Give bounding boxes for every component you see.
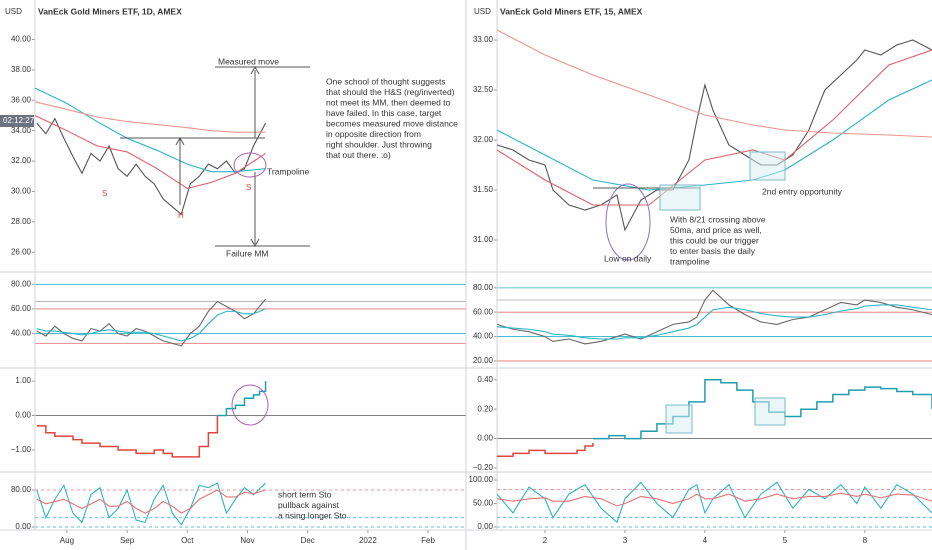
y-tick-label: 28.00 [11,217,32,226]
note-line: One school of thought suggests [326,76,446,86]
y-tick-label: 38.00 [11,65,32,74]
drawings [0,65,786,434]
series-line [496,289,932,345]
note-line: short term Sto [278,489,332,499]
y-tick-label: 36.00 [11,95,32,104]
y-tick-label: 1.00 [15,376,31,385]
y-tick-label: 100.00 [469,475,494,484]
x-tick-label: 5 [783,536,788,545]
y-tick-label: 80.00 [473,283,494,292]
note-line: a rising longer Sto [278,510,347,520]
y-tick-label: 26.00 [11,247,32,256]
series-line [496,492,932,507]
x-tick-label: 8 [863,536,868,545]
note-line: in opposite direction from [326,129,421,139]
y-tick-label: 80.00 [11,485,32,494]
y-tick-label: 0.20 [477,404,493,413]
series-line [36,117,267,216]
y-tick-label: 50.00 [473,499,494,508]
annotation: 2nd entry opportunity [762,186,843,196]
y-tick-label: 0.00 [477,434,493,443]
y-tick-label: 32.00 [473,135,494,144]
y-tick-label: 34.00 [11,126,32,135]
y-tick-label: 40.00 [11,329,32,338]
note-line: With 8/21 crossing above [670,214,766,224]
y-tick-label: 30.00 [11,187,32,196]
annotation: Trampoline [267,166,309,176]
currency: USD [5,7,22,16]
series-line [36,489,266,514]
note-line: have failed. In this case, target [326,108,442,118]
note-line: trampoline [670,256,710,266]
x-tick-label: Oct [181,536,194,545]
y-tick-label: 32.00 [11,156,32,165]
note-line: 50ma, and price as well, [670,225,762,235]
y-tick-label: 0.00 [15,522,31,531]
price-label: 02:12:27 [3,116,35,125]
series-line [36,415,219,458]
annotation: H [178,211,184,220]
x-tick-label: 2 [543,536,548,545]
series-line [497,443,594,458]
chart-title: VanEck Gold Miners ETF, 15, AMEX [500,6,643,16]
y-tick-label: 32.50 [473,85,494,94]
series-line [36,298,266,347]
series-line [496,39,932,232]
x-tick-label: Sep [120,536,135,545]
y-tick-label: 40.00 [473,332,494,341]
y-tick-label: −1.00 [11,445,32,454]
annotation: S [246,183,251,192]
series-line [496,79,932,191]
currency: USD [474,7,491,16]
note-line: that out there. :o) [326,150,391,160]
note-line: not meet its MM, then deemed to [326,97,451,107]
y-tick-label: 20.00 [473,356,494,365]
y-tick-label: −0.20 [473,463,494,472]
note-line: right shoulder. Just throwing [326,139,432,149]
series-line [496,481,932,524]
y-tick-label: 0.00 [477,522,493,531]
annotation: Measured move [218,56,279,66]
series-line [34,87,266,173]
note-line: that should the H&S (reg/inverted) [326,87,455,97]
x-tick-label: Aug [60,536,74,545]
x-tick-label: 4 [703,536,708,545]
x-tick-label: Dec [301,536,315,545]
x-tick-label: 2022 [359,536,377,545]
note-line: pullback against [278,500,340,510]
x-tick-label: Nov [240,536,254,545]
y-tick-label: 80.00 [11,279,32,288]
note-line: this could be our trigger [670,235,759,245]
note-line: becomes measured move distance [326,118,458,128]
y-tick-label: 31.50 [473,185,494,194]
annotation: Low on daily [604,253,652,263]
y-tick-label: 60.00 [473,307,494,316]
y-tick-label: 31.00 [473,235,494,244]
series-line [34,101,266,133]
series-line [34,114,266,190]
annotation: Failure MM [226,248,269,258]
annotation: S [102,189,107,198]
series-line [496,304,932,340]
y-tick-label: 33.00 [473,35,494,44]
note-line: to enter basis the daily [670,246,756,256]
series-line [36,308,266,342]
x-tick-label: 3 [623,536,628,545]
x-tick-label: Feb [421,536,435,545]
series-line [496,29,932,138]
series-line [496,49,932,206]
y-tick-label: 60.00 [11,304,32,313]
y-tick-label: 0.00 [15,411,31,420]
y-tick-label: 40.00 [11,35,32,44]
y-tick-label: 0.40 [477,375,493,384]
chart-title: VanEck Gold Miners ETF, 1D, AMEX [38,6,182,16]
series-line [217,381,267,417]
